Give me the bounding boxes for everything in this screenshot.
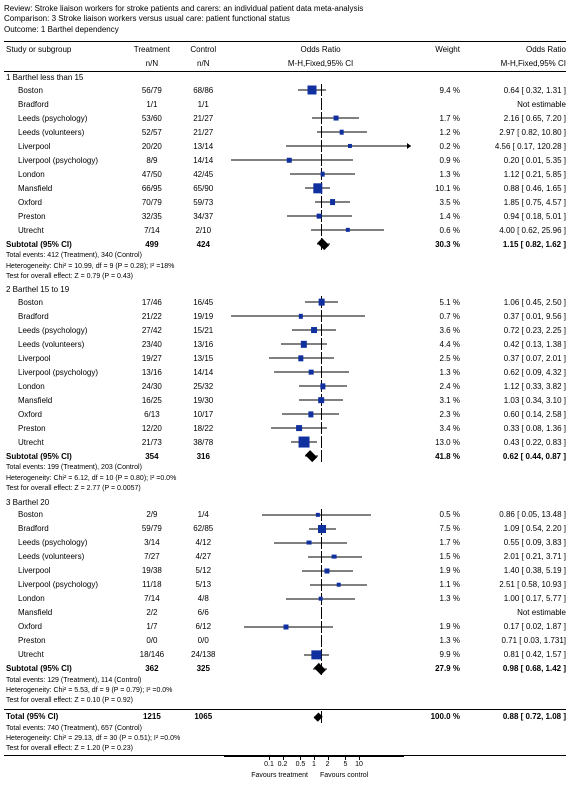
forest-plot-table: Study or subgroupTreatmentControlOdds Ra… — [4, 41, 566, 756]
outcome-title: Outcome: 1 Barthel dependency — [4, 25, 566, 35]
x-axis: 0.10.20.512510Favours treatmentFavours c… — [224, 756, 404, 786]
review-title: Review: Stroke liaison workers for strok… — [4, 4, 566, 14]
header: Review: Stroke liaison workers for strok… — [4, 4, 566, 35]
comparison-title: Comparison: 3 Stroke liaison workers ver… — [4, 14, 566, 24]
